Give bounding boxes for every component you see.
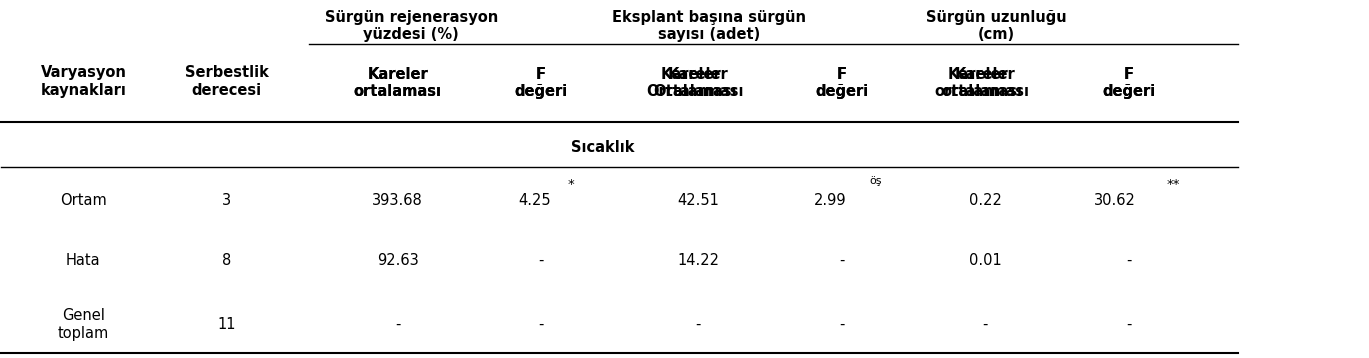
- Text: 92.63: 92.63: [376, 253, 419, 268]
- Text: öş: öş: [869, 176, 882, 186]
- Text: Kareler
ortalaması: Kareler ortalaması: [934, 67, 1023, 99]
- Text: F
değeri: F değeri: [1102, 67, 1155, 99]
- Text: Sürgün rejenerasyon
yüzdesi (%): Sürgün rejenerasyon yüzdesi (%): [324, 10, 498, 43]
- Text: 8: 8: [222, 253, 231, 268]
- Text: -: -: [839, 253, 845, 268]
- Text: Kareler
ortalaması: Kareler ortalaması: [941, 67, 1029, 99]
- Text: Sürgün uzunluğu
(cm): Sürgün uzunluğu (cm): [925, 10, 1066, 43]
- Text: -: -: [983, 317, 988, 332]
- Text: F
değeri: F değeri: [815, 67, 868, 99]
- Text: F
değeri: F değeri: [815, 67, 868, 99]
- Text: Kareler
Ortalaması: Kareler Ortalaması: [653, 67, 743, 99]
- Text: F
değeri: F değeri: [515, 67, 568, 99]
- Text: -: -: [538, 317, 543, 332]
- Text: -: -: [695, 317, 701, 332]
- Text: 42.51: 42.51: [678, 193, 719, 208]
- Text: 14.22: 14.22: [678, 253, 719, 268]
- Text: 3: 3: [222, 193, 231, 208]
- Text: -: -: [394, 317, 400, 332]
- Text: Ortam: Ortam: [60, 193, 107, 208]
- Text: Hata: Hata: [66, 253, 101, 268]
- Text: 393.68: 393.68: [372, 193, 423, 208]
- Text: Kareler
ortalaması: Kareler ortalaması: [353, 67, 442, 99]
- Text: Eksplant başına sürgün
sayısı (adet): Eksplant başına sürgün sayısı (adet): [612, 10, 806, 43]
- Text: Varyasyon
kaynakları: Varyasyon kaynakları: [41, 65, 126, 97]
- Text: Kareler
Ortalaması: Kareler Ortalaması: [646, 67, 737, 99]
- Text: 0.01: 0.01: [969, 253, 1002, 268]
- Text: -: -: [1125, 317, 1131, 332]
- Text: -: -: [839, 317, 845, 332]
- Text: 2.99: 2.99: [815, 193, 847, 208]
- Text: 30.62: 30.62: [1094, 193, 1136, 208]
- Text: 0.22: 0.22: [969, 193, 1002, 208]
- Text: -: -: [538, 253, 543, 268]
- Text: **: **: [1166, 178, 1180, 191]
- Text: F
değeri: F değeri: [1102, 67, 1155, 99]
- Text: *: *: [568, 178, 575, 191]
- Text: 11: 11: [218, 317, 235, 332]
- Text: Kareler
ortalaması: Kareler ortalaması: [353, 67, 442, 99]
- Text: Genel
toplam: Genel toplam: [57, 309, 110, 341]
- Text: Sıcaklık: Sıcaklık: [571, 140, 634, 155]
- Text: F
değeri: F değeri: [515, 67, 568, 99]
- Text: -: -: [1125, 253, 1131, 268]
- Text: 4.25: 4.25: [517, 193, 550, 208]
- Text: Serbestlik
derecesi: Serbestlik derecesi: [185, 65, 268, 97]
